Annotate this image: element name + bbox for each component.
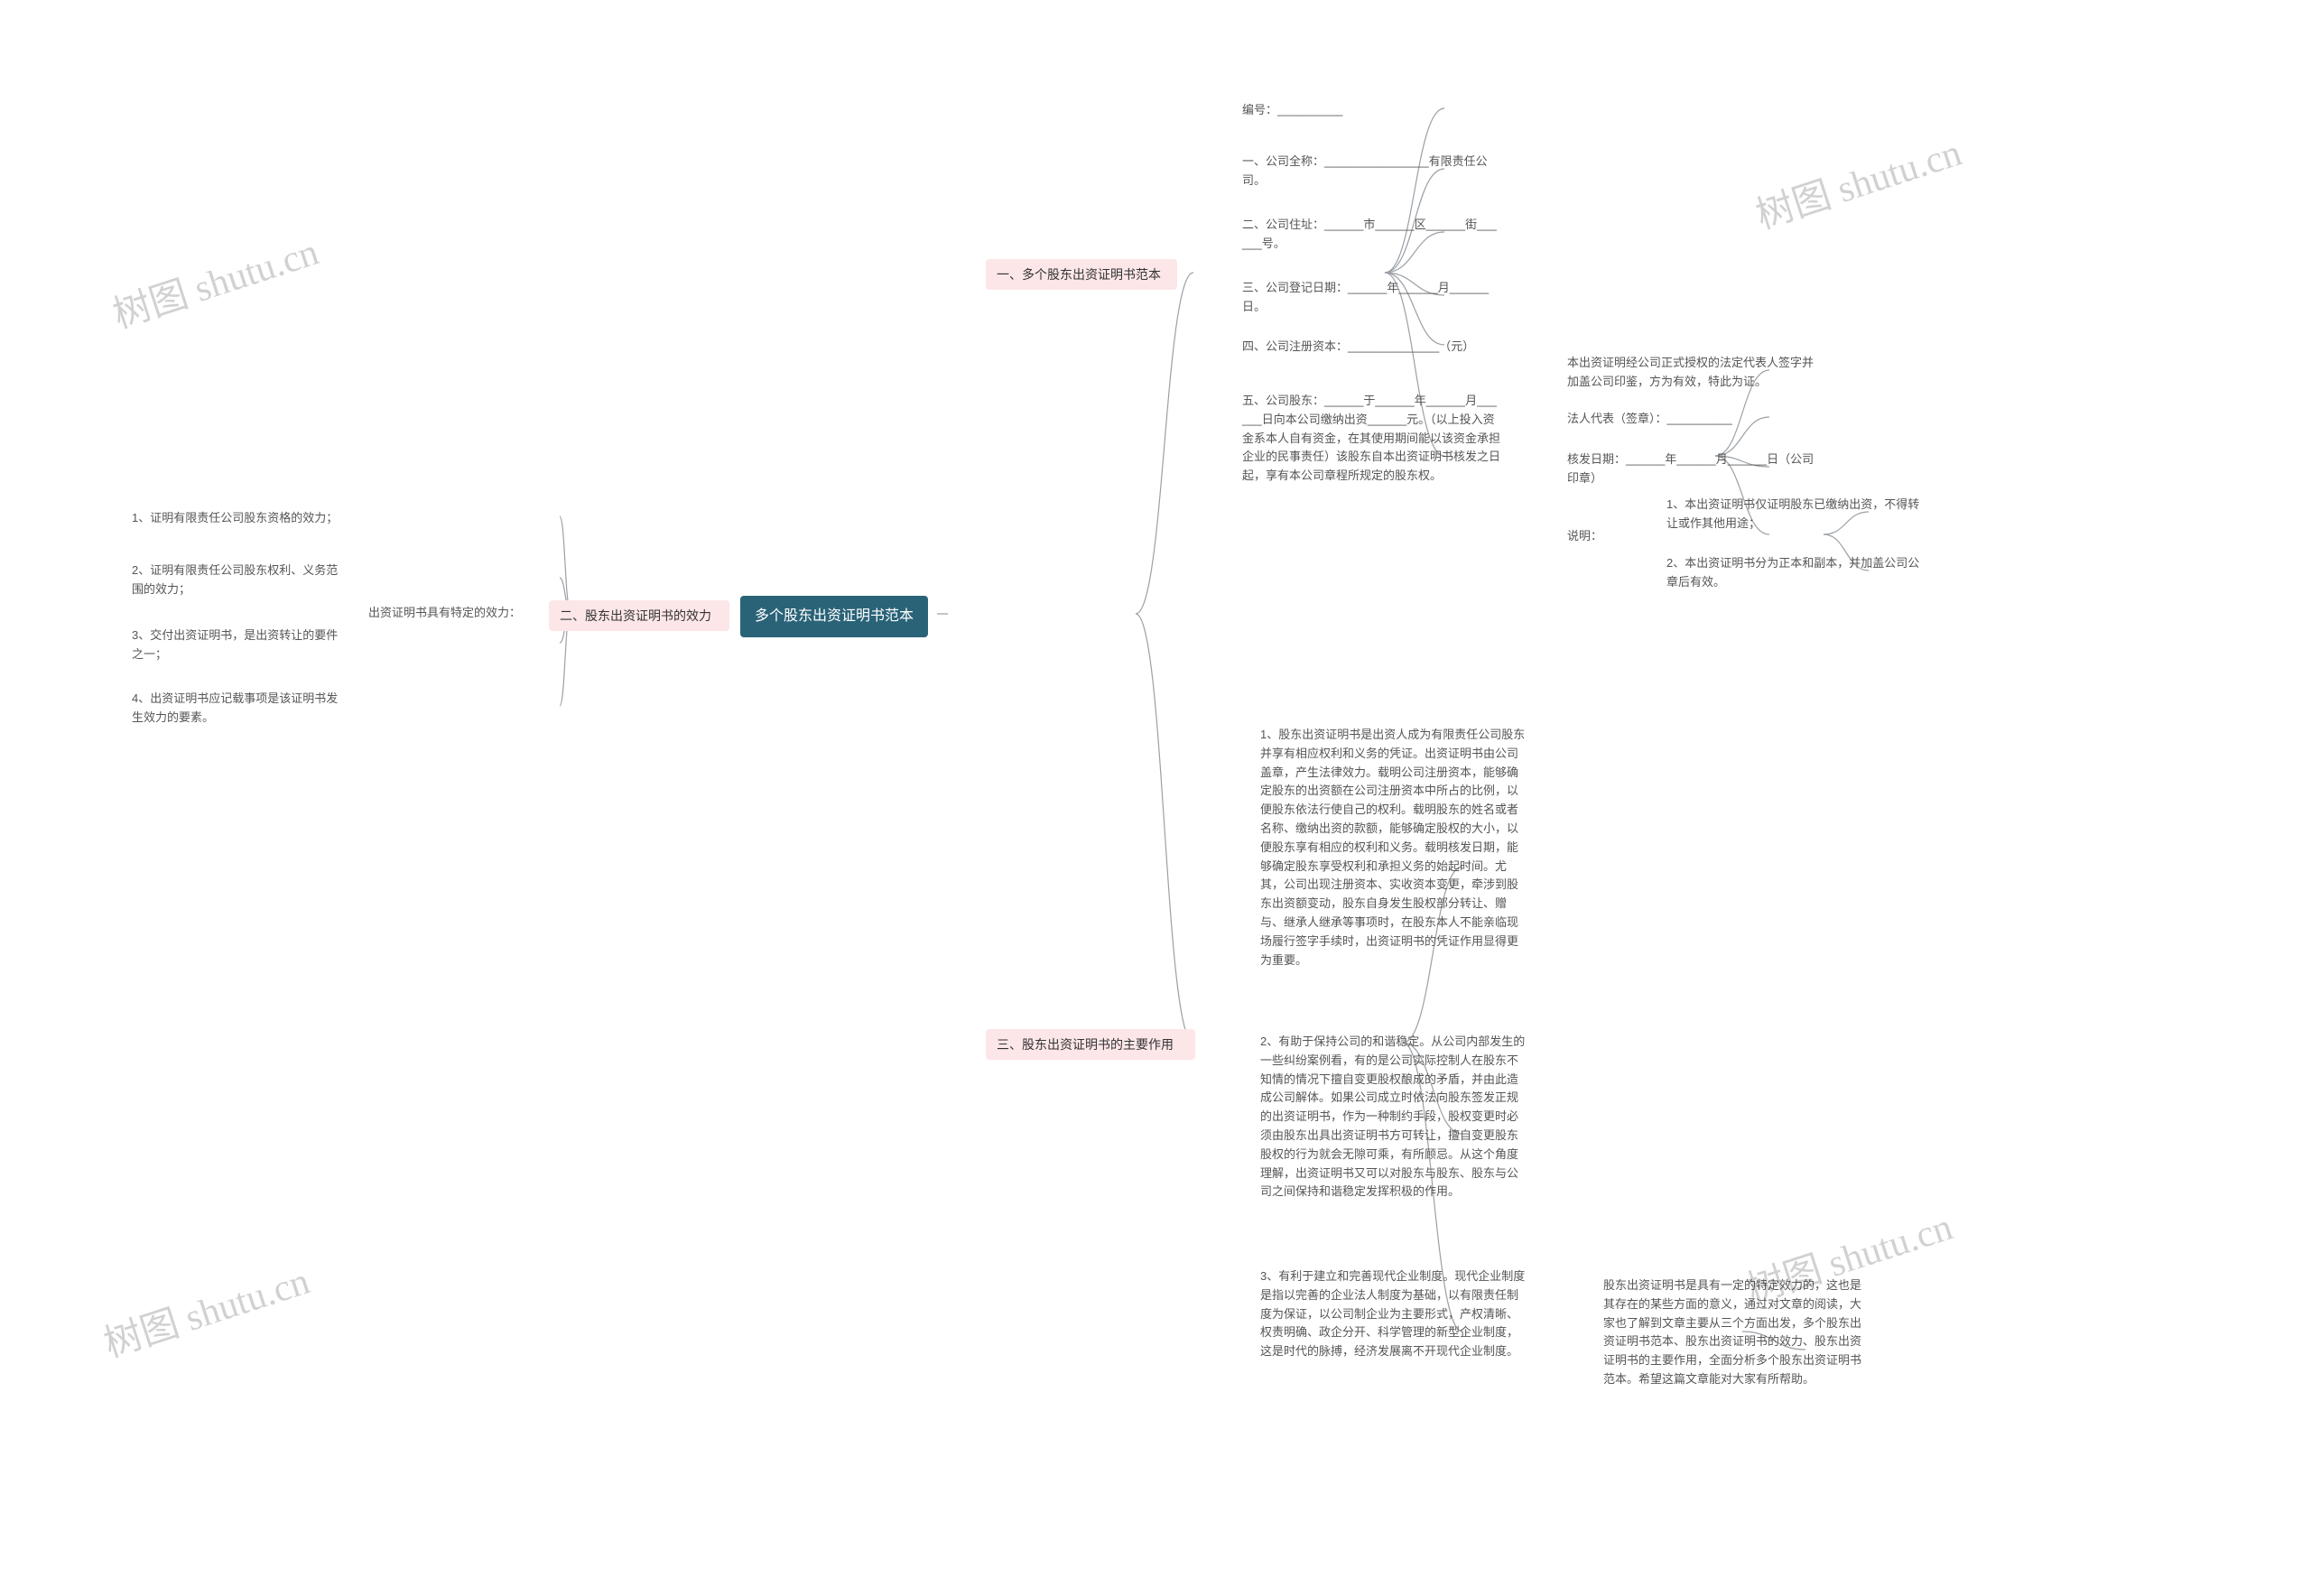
leaf-s1-4: 三、公司登记日期：______年______月______日。 (1237, 275, 1508, 320)
leaf-s2-intro: 出资证明书具有特定的效力： (363, 600, 543, 626)
section-node-1: 一、多个股东出资证明书范本 (986, 259, 1177, 290)
leaf-s1-6d: 说明： (1562, 524, 1616, 550)
leaf-s1-5: 四、公司注册资本：______________（元） (1237, 334, 1508, 360)
leaf-s1-6d1: 1、本出资证明书仅证明股东已缴纳出资，不得转让或作其他用途； (1661, 492, 1932, 537)
section-2-label: 二、股东出资证明书的效力 (560, 608, 711, 623)
mindmap-container: 多个股东出资证明书范本 一、多个股东出资证明书范本 编号：__________ … (208, 0, 2103, 1596)
leaf-s1-2: 一、公司全称：________________有限责任公司。 (1237, 149, 1508, 194)
leaf-s1-3: 二、公司住址：______市______区______街______号。 (1237, 212, 1508, 257)
leaf-s3-1: 1、股东出资证明书是出资人成为有限责任公司股东并享有相应权利和义务的凭证。出资证… (1255, 722, 1535, 973)
leaf-s1-6a: 本出资证明经公司正式授权的法定代表人签字并加盖公司印鉴，方为有效，特此为证。 (1562, 350, 1824, 395)
section-node-2: 二、股东出资证明书的效力 (549, 600, 729, 631)
root-label: 多个股东出资证明书范本 (755, 608, 914, 624)
section-3-label: 三、股东出资证明书的主要作用 (997, 1037, 1174, 1052)
section-1-label: 一、多个股东出资证明书范本 (997, 267, 1161, 282)
leaf-s1-6c: 核发日期：______年______月______日（公司印章） (1562, 447, 1824, 492)
section-node-3: 三、股东出资证明书的主要作用 (986, 1029, 1195, 1060)
root-node: 多个股东出资证明书范本 (740, 596, 928, 637)
leaf-s3-2: 2、有助于保持公司的和谐稳定。从公司内部发生的一些纠纷案例看，有的是公司实际控制… (1255, 1029, 1535, 1205)
leaf-s1-6d2: 2、本出资证明书分为正本和副本，并加盖公司公章后有效。 (1661, 551, 1932, 596)
leaf-s3-3a: 股东出资证明书是具有一定的特定效力的，这也是其存在的某些方面的意义，通过对文章的… (1598, 1273, 1878, 1393)
leaf-s1-1: 编号：__________ (1237, 97, 1462, 124)
leaf-s3-3: 3、有利于建立和完善现代企业制度。现代企业制度是指以完善的企业法人制度为基础，以… (1255, 1264, 1535, 1365)
leaf-s2-intro-2: 2、证明有限责任公司股东权利、义务范围的效力； (126, 558, 352, 603)
leaf-s2-intro-1: 1、证明有限责任公司股东资格的效力； (126, 506, 352, 532)
leaf-s2-intro-4: 4、出资证明书应记载事项是该证明书发生效力的要素。 (126, 686, 352, 731)
leaf-s2-intro-3: 3、交付出资证明书，是出资转让的要件之一； (126, 623, 352, 668)
leaf-s1-6b: 法人代表（签章）：__________ (1562, 406, 1796, 432)
leaf-s1-6: 五、公司股东：______于______年______月______日向本公司缴… (1237, 388, 1508, 489)
